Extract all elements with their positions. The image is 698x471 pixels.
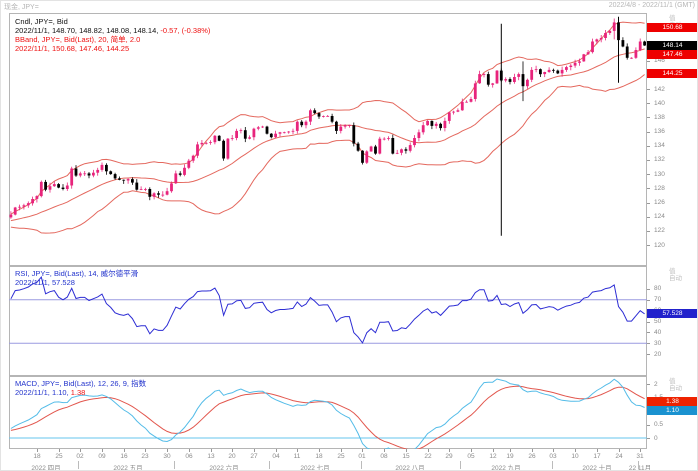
rsi-threshold-lines xyxy=(9,299,647,344)
macd-panel[interactable] xyxy=(9,376,647,449)
date-range-label: 2022/4/8 - 2022/11/1 (GMT) xyxy=(608,2,695,9)
rsi-line xyxy=(10,276,645,344)
macd-lines xyxy=(10,378,645,449)
rsi-panel[interactable] xyxy=(9,266,647,376)
bollinger-bands xyxy=(10,21,645,234)
candlestick-series xyxy=(9,18,646,219)
instrument-label: 现金, JPY= xyxy=(4,4,39,11)
main-price-panel[interactable] xyxy=(9,13,647,266)
